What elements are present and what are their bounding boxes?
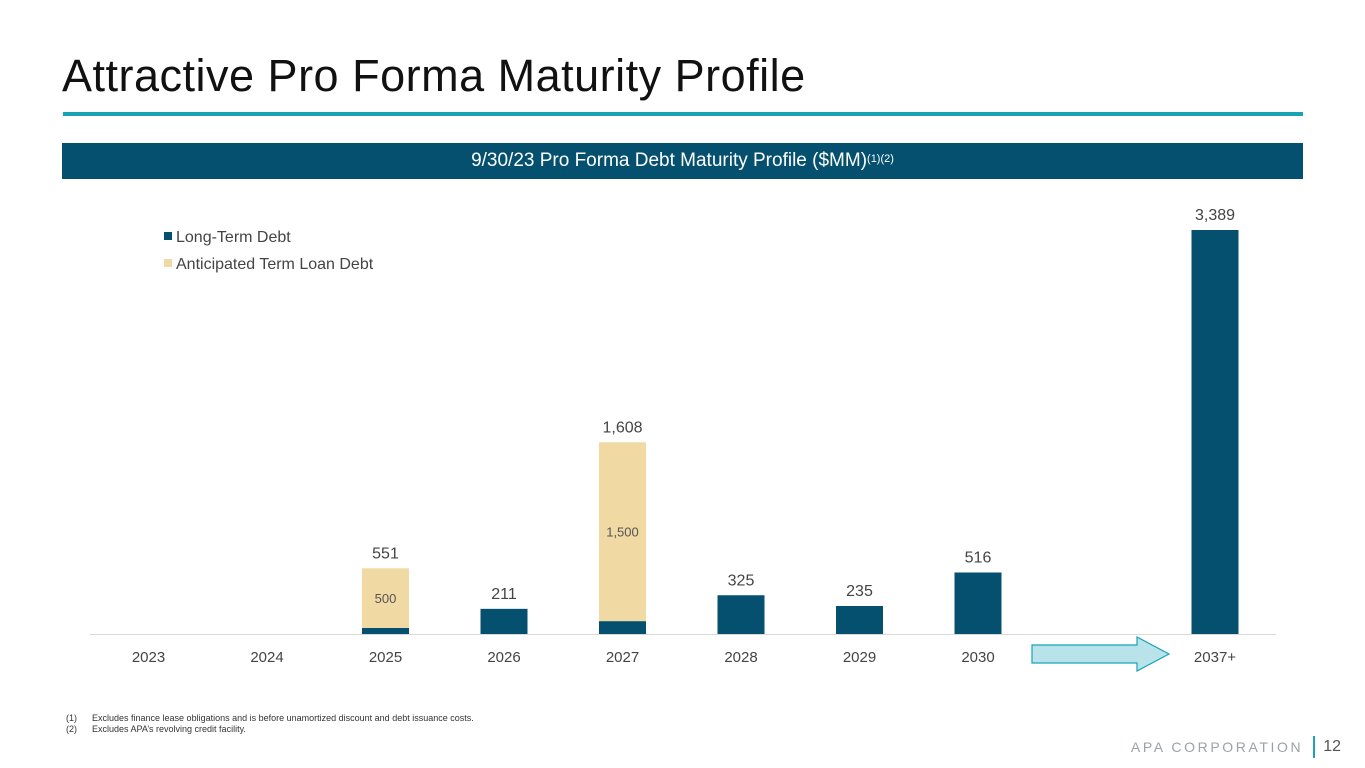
continuation-arrow: [1031, 636, 1171, 672]
x-tick-label: 2025: [369, 649, 402, 666]
x-tick-label: 2027: [606, 649, 639, 666]
data-label-term-loan: 1,500: [606, 525, 639, 540]
footnotes: (1) Excludes finance lease obligations a…: [66, 713, 474, 735]
footnote-1: (1) Excludes finance lease obligations a…: [66, 713, 474, 724]
data-label-total: 516: [965, 549, 992, 566]
chart-banner: 9/30/23 Pro Forma Debt Maturity Profile …: [62, 143, 1303, 179]
title-underline: [63, 112, 1303, 116]
chart-banner-title: 9/30/23 Pro Forma Debt Maturity Profile …: [471, 150, 868, 171]
bar-long-term-debt: [480, 608, 528, 634]
footnote-number: (2): [66, 724, 77, 734]
data-label-total: 325: [728, 572, 755, 589]
bar-term-loan-debt: [362, 568, 409, 628]
data-label-total: 3,389: [1195, 207, 1235, 224]
data-label-total: 211: [491, 586, 517, 603]
x-tick-label: 2030: [961, 649, 994, 666]
bar-term-loan-debt: [599, 442, 646, 622]
x-tick-label: 2023: [132, 649, 165, 666]
footnote-text: Excludes finance lease obligations and i…: [92, 713, 474, 723]
footer: APA CORPORATION 12: [1131, 736, 1341, 758]
footnote-text: Excludes APA’s revolving credit facility…: [92, 724, 246, 734]
x-tick-label: 2024: [250, 649, 283, 666]
bar-long-term-debt: [717, 595, 765, 634]
legend-label: Anticipated Term Loan Debt: [176, 256, 374, 273]
legend-swatch: [164, 259, 172, 267]
data-label-total: 1,608: [602, 419, 642, 436]
brand-name: APA CORPORATION: [1130, 739, 1304, 755]
bar-long-term-debt: [362, 627, 409, 634]
bar-long-term-debt: [954, 572, 1002, 634]
footer-divider: [1313, 736, 1316, 758]
bar-long-term-debt: [836, 605, 883, 634]
data-label-total: 551: [372, 545, 399, 562]
bar-long-term-debt: [599, 621, 646, 634]
page-number: 12: [1323, 738, 1341, 755]
x-tick-label: 2029: [843, 649, 876, 666]
legend-label: Long-Term Debt: [176, 229, 291, 246]
x-tick-label: 2026: [487, 649, 520, 666]
x-tick-label: 2028: [724, 649, 757, 666]
legend-swatch: [164, 232, 172, 240]
debt-maturity-chart: 2023 2024 2025 551 500 2026 211 2027 1,608 1,500 2…: [90, 207, 1276, 672]
data-label-term-loan: 500: [375, 591, 397, 606]
page-title: Attractive Pro Forma Maturity Profile: [62, 50, 806, 101]
footnote-2: (2) Excludes APA’s revolving credit faci…: [66, 724, 474, 735]
x-tick-label: 2037+: [1194, 649, 1236, 666]
data-label-total: 235: [846, 583, 873, 600]
footnote-number: (1): [66, 713, 77, 723]
chart-banner-footnote-refs: (1)(2): [867, 153, 894, 165]
bar-long-term-debt: [1191, 230, 1239, 634]
